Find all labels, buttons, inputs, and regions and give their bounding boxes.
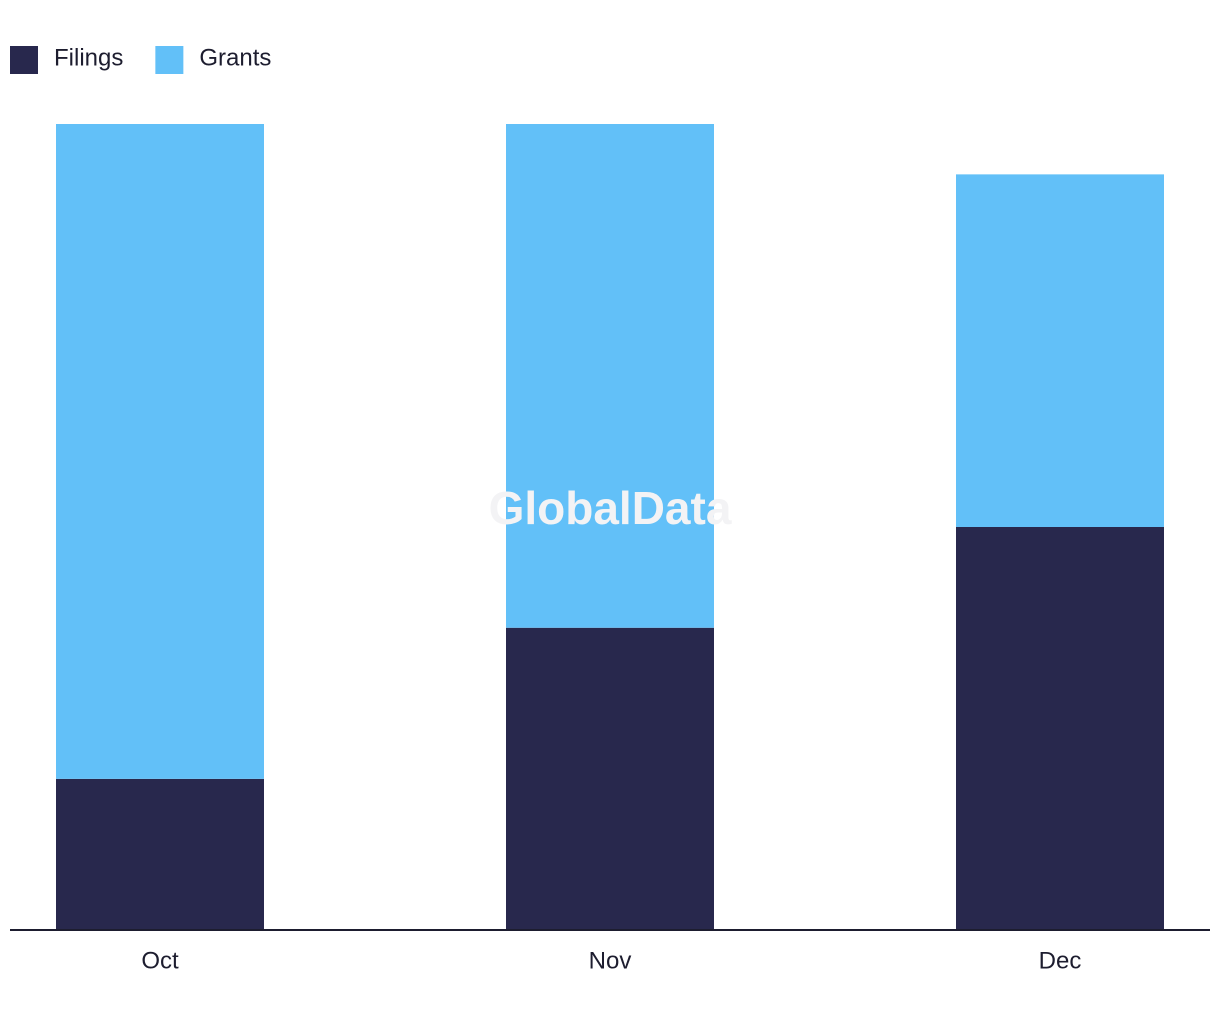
legend-swatch (10, 46, 38, 74)
bar-segment (956, 174, 1164, 527)
legend-label: Filings (54, 44, 123, 71)
bar-segment (56, 124, 264, 779)
legend-label: Grants (199, 44, 271, 71)
bar-segment (506, 627, 714, 930)
x-tick-label: Oct (141, 947, 179, 974)
bar-segment (56, 778, 264, 930)
x-tick-label: Dec (1039, 947, 1082, 974)
bar-segment (506, 124, 714, 628)
bar-segment (956, 527, 1164, 930)
legend-swatch (155, 46, 184, 74)
x-tick-label: Nov (589, 947, 632, 974)
watermark: GlobalData (489, 482, 732, 534)
